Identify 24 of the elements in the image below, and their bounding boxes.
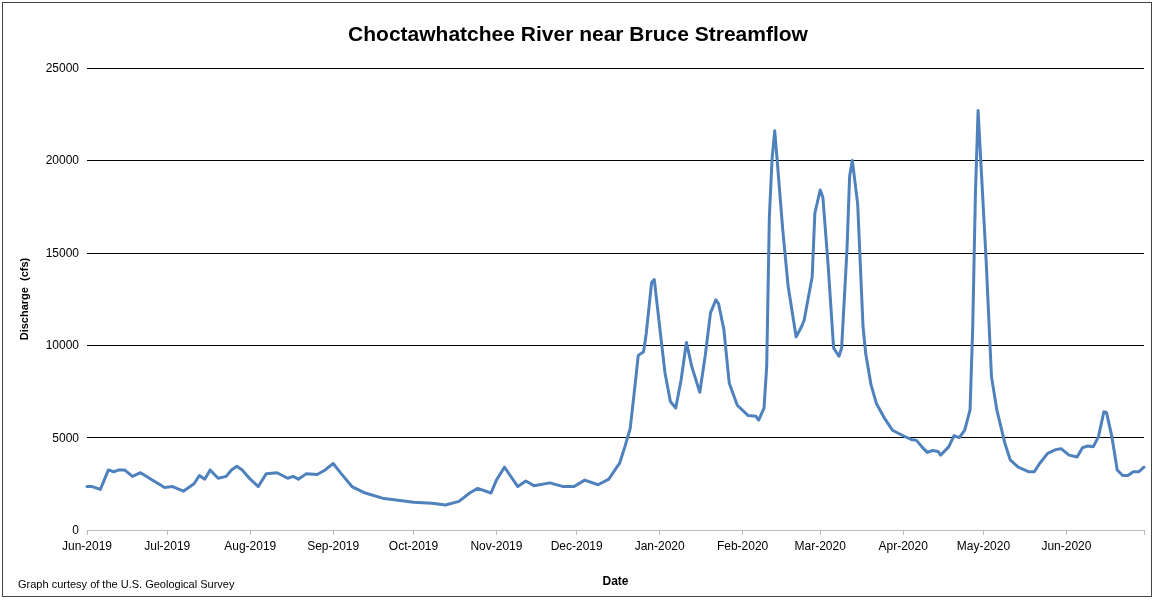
x-tick-label: Oct-2019	[388, 539, 439, 553]
x-tick-label: Feb-2020	[716, 539, 769, 553]
x-tick-label: Jan-2020	[634, 539, 685, 553]
x-tick-label: Jul-2019	[144, 539, 191, 553]
x-tick-label: Nov-2019	[470, 539, 523, 553]
x-tick-label: Sep-2019	[307, 539, 360, 553]
line-series	[85, 109, 1146, 507]
x-tick-label: Jun-2019	[61, 539, 113, 553]
x-tick-label: Jun-2020	[1041, 539, 1092, 553]
y-tick-label: 20000	[45, 153, 80, 168]
y-tick-label: 25000	[45, 61, 80, 75]
x-tick-label: Mar-2020	[794, 539, 847, 553]
x-tick-label: May-2020	[956, 539, 1011, 553]
chart-title: Choctawhatchee River near Bruce Streamflow	[348, 22, 809, 45]
y-tick-label: 5000	[52, 430, 80, 445]
y-tick-label: 0	[72, 523, 80, 537]
x-tick-label: Dec-2019	[550, 539, 604, 553]
y-axis-title: Discharge (cfs)	[17, 257, 30, 341]
x-tick-label: Aug-2019	[224, 539, 277, 553]
text: Graph curtesy of the U.S. Geological Survey	[18, 577, 235, 590]
x-tick-label: Apr-2020	[878, 539, 929, 553]
y-tick-label: 15000	[45, 245, 80, 260]
x-axis-title: Date	[602, 574, 629, 588]
y-tick-label: 10000	[45, 338, 80, 353]
